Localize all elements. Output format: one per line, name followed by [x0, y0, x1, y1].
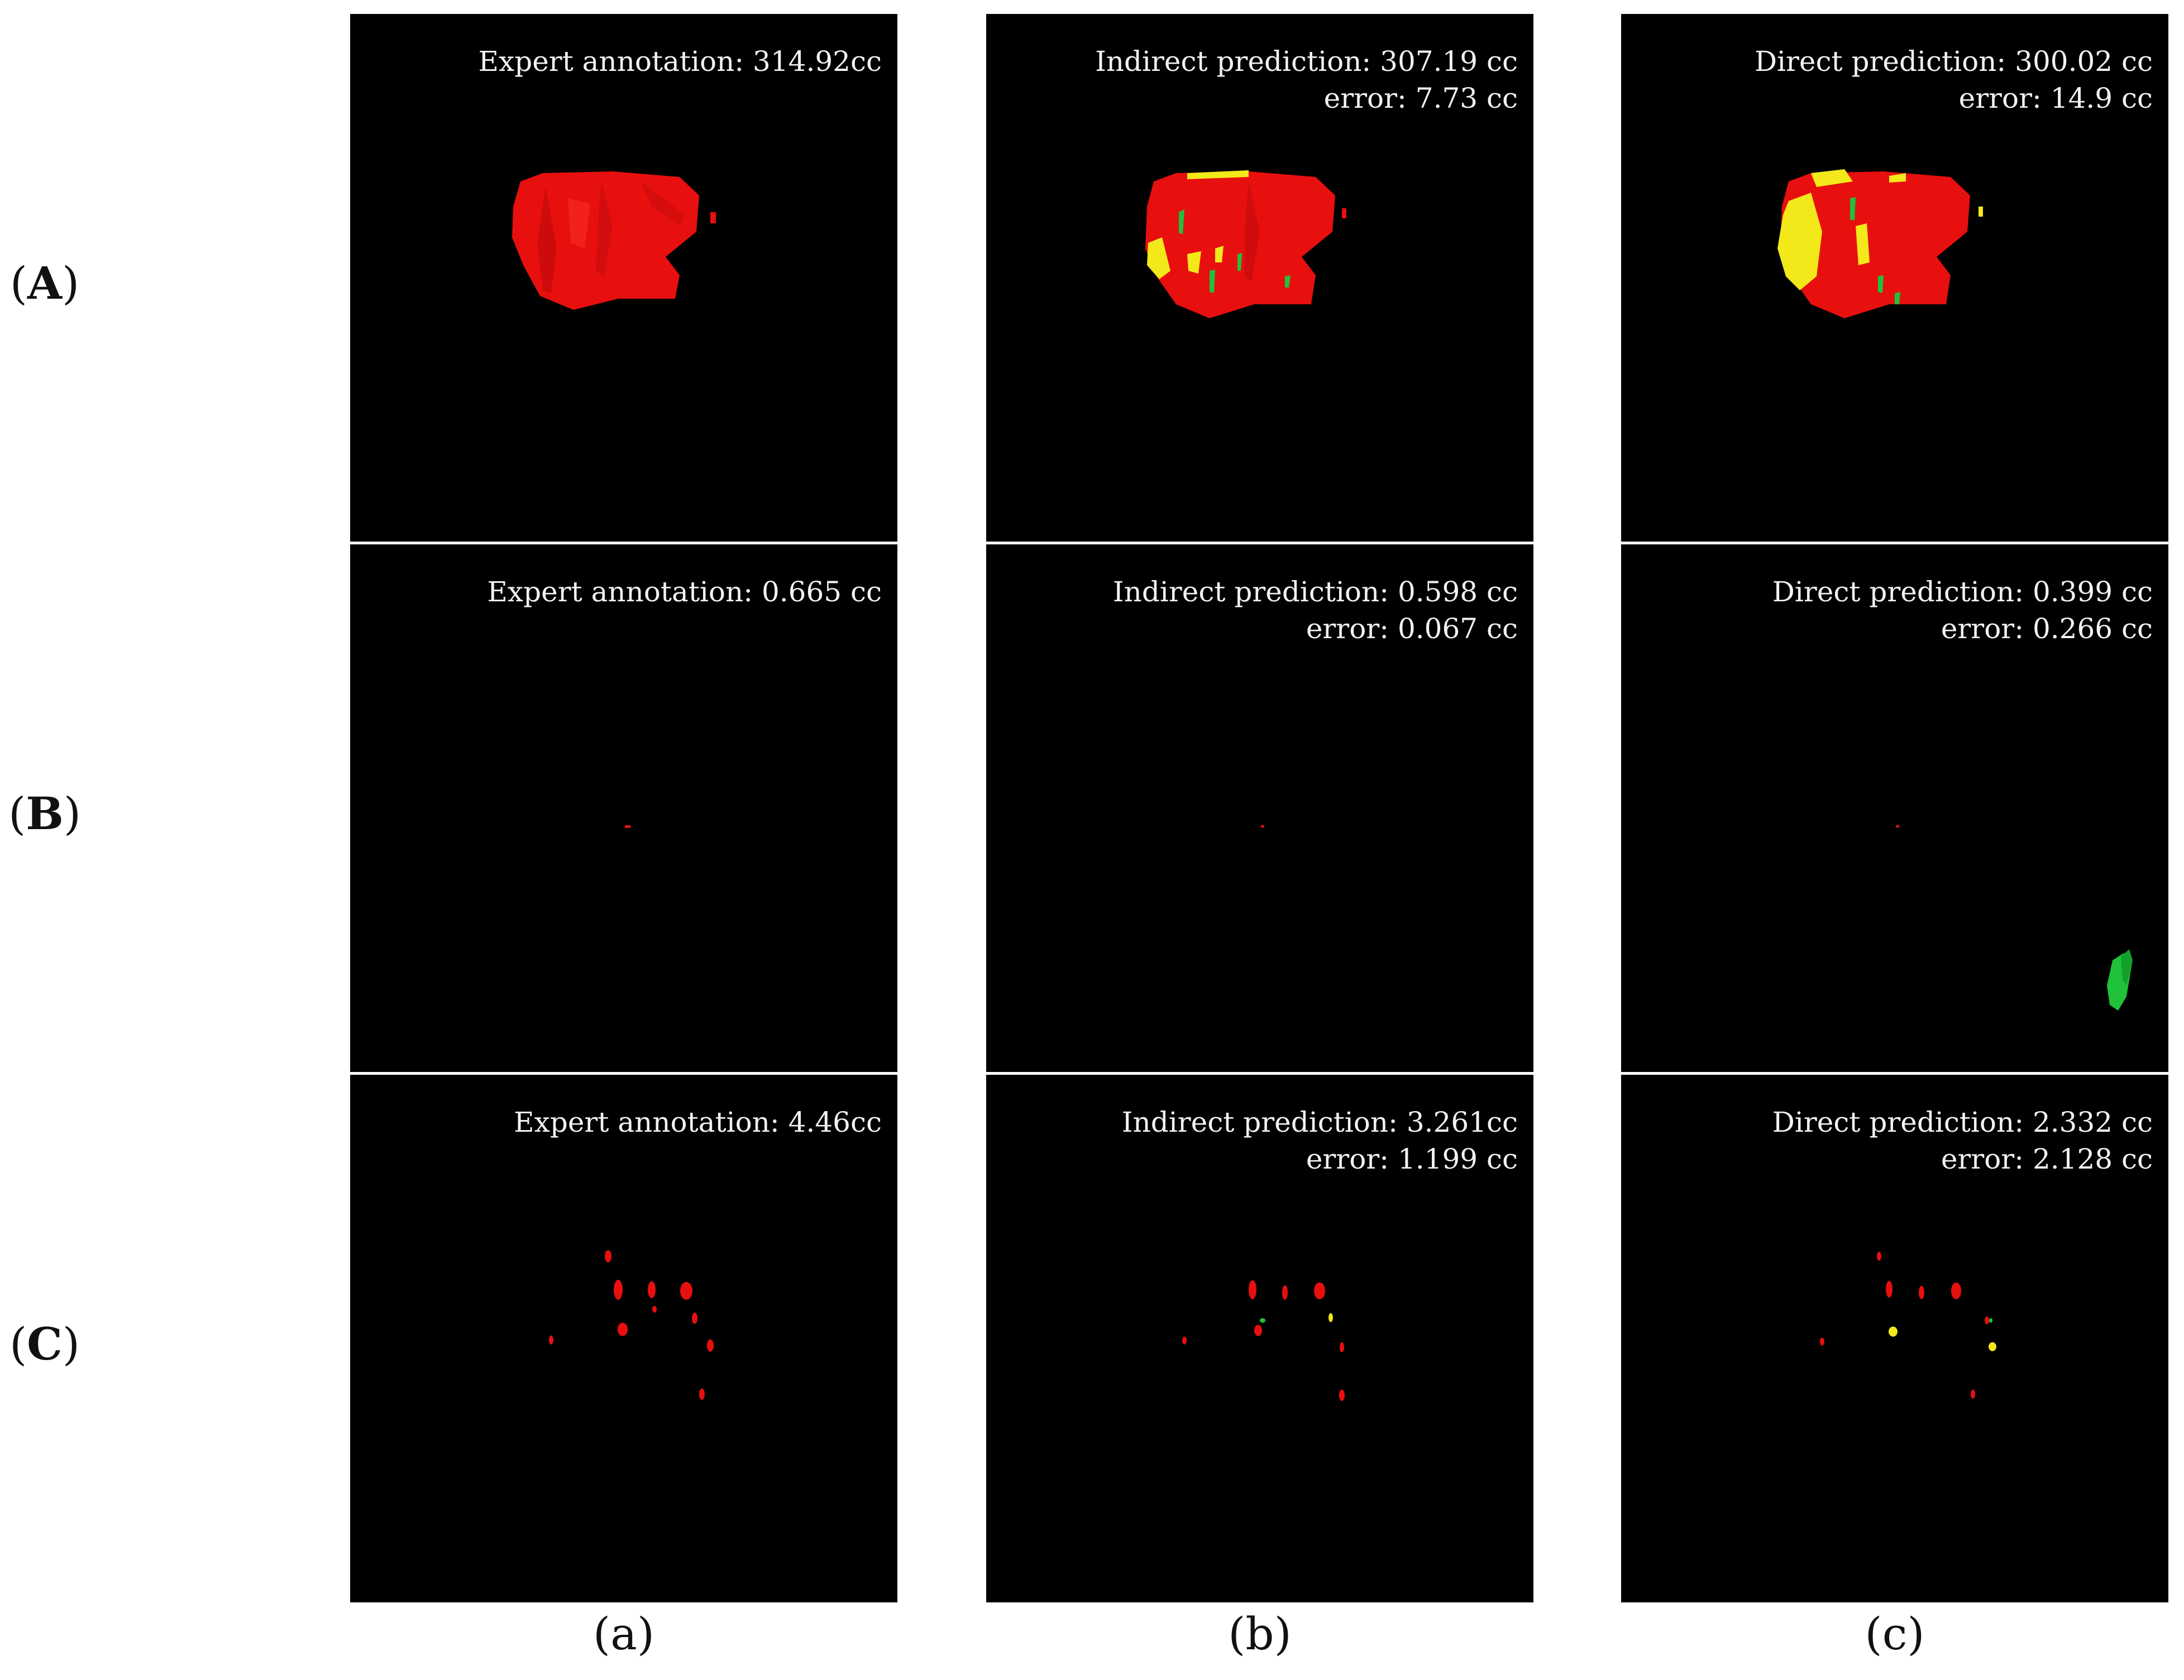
false-negative-region [1878, 275, 1884, 293]
false-negative-region [1895, 292, 1900, 304]
false-negative-region [1850, 197, 1856, 221]
false-positive-region [1328, 1313, 1333, 1322]
false-positive-region [1889, 173, 1906, 183]
column-label-b: (b) [1228, 1608, 1292, 1660]
panel-a-expert: Expert annotation: 314.92cc [350, 14, 897, 542]
false-positive-region [1777, 193, 1822, 290]
false-positive-region [1989, 1342, 1996, 1351]
volume-caption-c-expert: Expert annotation: 4.46cc [514, 1106, 882, 1138]
false-positive-region [1187, 170, 1249, 179]
panel-c-expert: Expert annotation: 4.46cc [350, 1075, 897, 1602]
segmentation-overlap [1896, 825, 1899, 827]
segmentation-overlap [1820, 1252, 1989, 1399]
segmentation-render-b-expert [625, 825, 630, 828]
panel-b-direct: Direct prediction: 0.399 cc error: 0.266… [1621, 544, 2168, 1072]
segmentation-render-a-indirect [1145, 170, 1346, 318]
panel-c-direct: Direct prediction: 2.332 cc error: 2.128… [1621, 1075, 2168, 1602]
segmentation-overlap [1261, 825, 1264, 827]
panel-b-expert: Expert annotation: 0.665 cc [350, 544, 897, 1072]
false-negative-region [1210, 270, 1215, 293]
segmentation-overlap [1182, 1280, 1345, 1401]
volume-caption-a-direct: Direct prediction: 300.02 cc error: 14.9… [1754, 45, 2153, 114]
row-label-a: (A) [9, 257, 80, 309]
volume-caption-c-direct: Direct prediction: 2.332 cc error: 2.128… [1772, 1106, 2153, 1175]
panel-c-indirect: Indirect prediction: 3.261cc error: 1.19… [986, 1075, 1533, 1602]
false-positive-region [1215, 246, 1224, 262]
segmentation-render-a-expert [512, 171, 716, 310]
volume-caption-b-direct: Direct prediction: 0.399 cc error: 0.266… [1772, 576, 2153, 645]
false-positive-region [1147, 237, 1170, 279]
segmentation-overlap [1780, 171, 1970, 318]
volume-caption-a-expert: Expert annotation: 314.92cc [478, 45, 882, 78]
segmentation-overlap [549, 1250, 714, 1400]
row-label-b: (B) [8, 787, 82, 840]
segmentation-overlap [625, 825, 630, 828]
column-label-a: (a) [592, 1608, 655, 1660]
row-label-c: (C) [9, 1318, 80, 1370]
false-negative-region [1989, 1318, 1992, 1323]
segmentation-render-a-direct [1777, 169, 1983, 318]
volume-caption-c-indirect: Indirect prediction: 3.261cc error: 1.19… [1121, 1106, 1518, 1175]
segmentation-render-c-indirect [1182, 1280, 1345, 1401]
false-positive-region [1856, 223, 1870, 265]
false-positive-region [1811, 169, 1853, 187]
panel-b-indirect: Indirect prediction: 0.598 cc error: 0.0… [986, 544, 1533, 1072]
false-negative-region [1285, 275, 1291, 288]
panel-a-indirect: Indirect prediction: 307.19 cc error: 7.… [986, 14, 1533, 542]
volume-caption-b-expert: Expert annotation: 0.665 cc [487, 576, 882, 608]
segmentation-overlap [512, 171, 699, 310]
segmentation-render-b-direct [1896, 825, 2133, 1011]
false-positive-region [1187, 251, 1201, 274]
segmentation-overlap [1145, 171, 1335, 318]
column-label-c: (c) [1865, 1608, 1925, 1660]
false-negative-region [1179, 209, 1184, 234]
false-negative-region [1237, 253, 1242, 271]
segmentation-render-b-indirect [1261, 825, 1264, 827]
panel-a-direct: Direct prediction: 300.02 cc error: 14.9… [1621, 14, 2168, 542]
segmentation-render-c-expert [549, 1250, 714, 1400]
volume-caption-a-indirect: Indirect prediction: 307.19 cc error: 7.… [1095, 45, 1518, 114]
false-positive-region [1889, 1327, 1898, 1337]
false-negative-region [1260, 1318, 1265, 1323]
volume-caption-b-indirect: Indirect prediction: 0.598 cc error: 0.0… [1112, 576, 1518, 645]
segmentation-render-c-direct [1820, 1252, 1996, 1399]
